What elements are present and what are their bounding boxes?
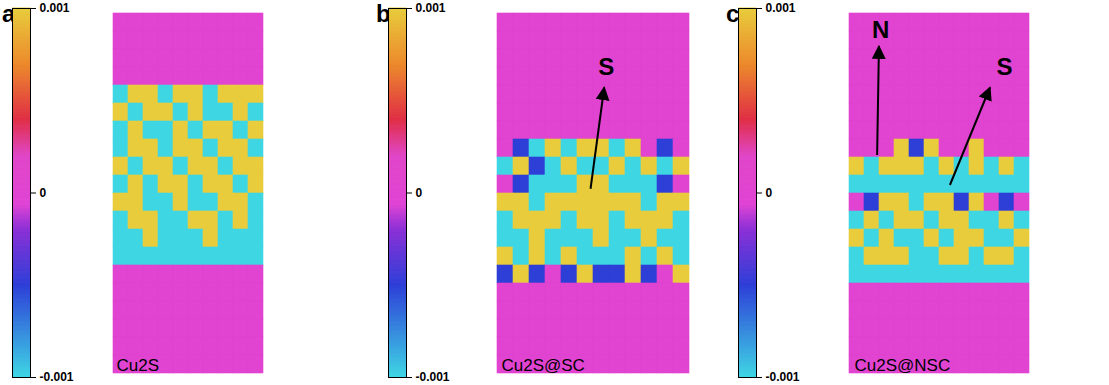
svg-text:Cu2S@NSC: Cu2S@NSC (855, 356, 951, 375)
svg-text:0: 0 (40, 186, 47, 200)
html-text:c: c (726, 0, 740, 27)
svg-text:S: S (598, 53, 614, 80)
svg-text:0: 0 (766, 186, 773, 200)
svg-text:-0.001: -0.001 (766, 370, 800, 384)
html-text:b: b (376, 0, 391, 27)
svg-text:0.001: 0.001 (766, 1, 796, 15)
svg-text:0.001: 0.001 (40, 1, 70, 15)
svg-text:Cu2S@SC: Cu2S@SC (502, 356, 585, 375)
svg-text:N: N (872, 16, 889, 43)
html-text:a: a (2, 0, 16, 27)
svg-text:0.001: 0.001 (416, 1, 446, 15)
svg-text:S: S (997, 53, 1013, 80)
svg-text:0: 0 (416, 186, 423, 200)
svg-text:-0.001: -0.001 (416, 370, 450, 384)
svg-text:-0.001: -0.001 (40, 370, 74, 384)
svg-text:Cu2S: Cu2S (117, 356, 160, 375)
